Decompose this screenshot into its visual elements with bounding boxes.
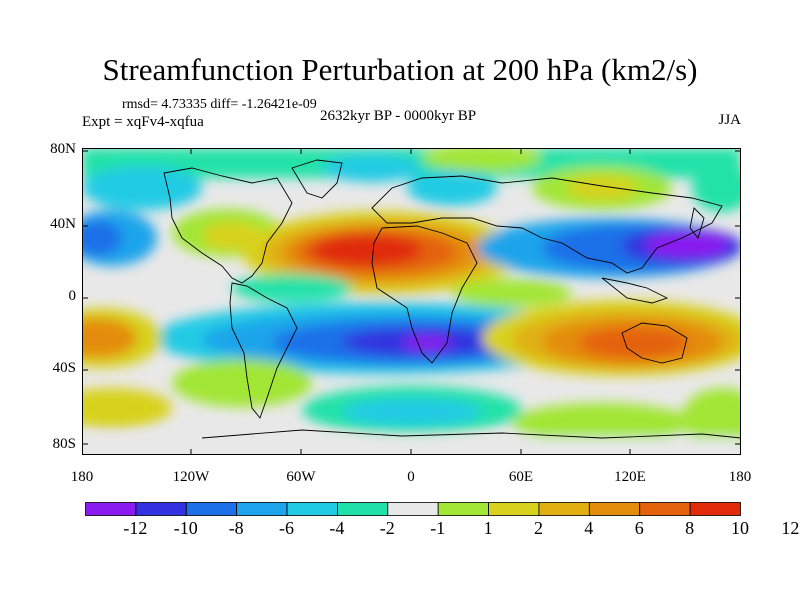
- colorbar-label: -4: [329, 518, 345, 538]
- colorbar-box: [337, 502, 389, 516]
- colorbar: [85, 502, 741, 516]
- lon-label-0: 0: [407, 469, 415, 485]
- colorbar-box: [387, 502, 439, 516]
- stats-text: rmsd= 4.73335 diff= -1.26421e-09: [122, 97, 317, 112]
- colorbar-label: 8: [685, 518, 695, 538]
- colorbar-box: [286, 502, 338, 516]
- plot-title: Streamfunction Perturbation at 200 hPa (…: [102, 52, 698, 87]
- axis-ticks: [82, 148, 741, 455]
- lat-label-eq: 0: [68, 288, 77, 304]
- experiment-label: Expt = xqFv4-xqfua: [82, 114, 204, 130]
- lat-label-80s: 80S: [52, 436, 76, 452]
- lon-label-60e: 60E: [508, 469, 534, 485]
- colorbar-label: 12: [781, 518, 800, 538]
- colorbar-box: [488, 502, 540, 516]
- season-label: JJA: [718, 112, 741, 128]
- lon-label-120e: 120E: [614, 469, 646, 485]
- colorbar-label: 1: [483, 518, 493, 538]
- colorbar-label: 4: [584, 518, 594, 538]
- colorbar-box: [135, 502, 187, 516]
- colorbar-label: -8: [228, 518, 244, 538]
- colorbar-box: [538, 502, 590, 516]
- lon-label-120w: 120W: [172, 469, 210, 485]
- contour-field: [82, 148, 741, 455]
- colorbar-box: [588, 502, 641, 516]
- colorbar-box: [85, 502, 137, 516]
- colorbar-box: [236, 502, 288, 516]
- colorbar-label: -6: [279, 518, 294, 538]
- colorbar-box: [437, 502, 489, 516]
- streamfunction-map: [82, 148, 741, 455]
- coastlines: [163, 159, 741, 439]
- colorbar-label: 2: [534, 518, 543, 538]
- lat-label-40n: 40N: [50, 216, 76, 232]
- colorbar-label: -1: [430, 518, 446, 538]
- colorbar-label: 10: [731, 518, 749, 538]
- colorbar-label: 6: [634, 518, 644, 538]
- lon-label-60w: 60W: [286, 469, 316, 485]
- lon-label-180e: 180: [728, 469, 752, 485]
- colorbar-label: -12: [123, 518, 148, 538]
- colorbar-box: [185, 502, 238, 516]
- colorbar-label: -10: [173, 518, 198, 538]
- colorbar-box: [639, 502, 691, 516]
- lat-label-40s: 40S: [52, 360, 76, 376]
- period-label: 2632kyr BP - 0000kyr BP: [320, 108, 477, 124]
- colorbar-label: -2: [379, 518, 395, 538]
- lat-label-80n: 80N: [50, 141, 76, 157]
- colorbar-box: [689, 502, 741, 516]
- lon-label-180w: 180: [70, 469, 94, 485]
